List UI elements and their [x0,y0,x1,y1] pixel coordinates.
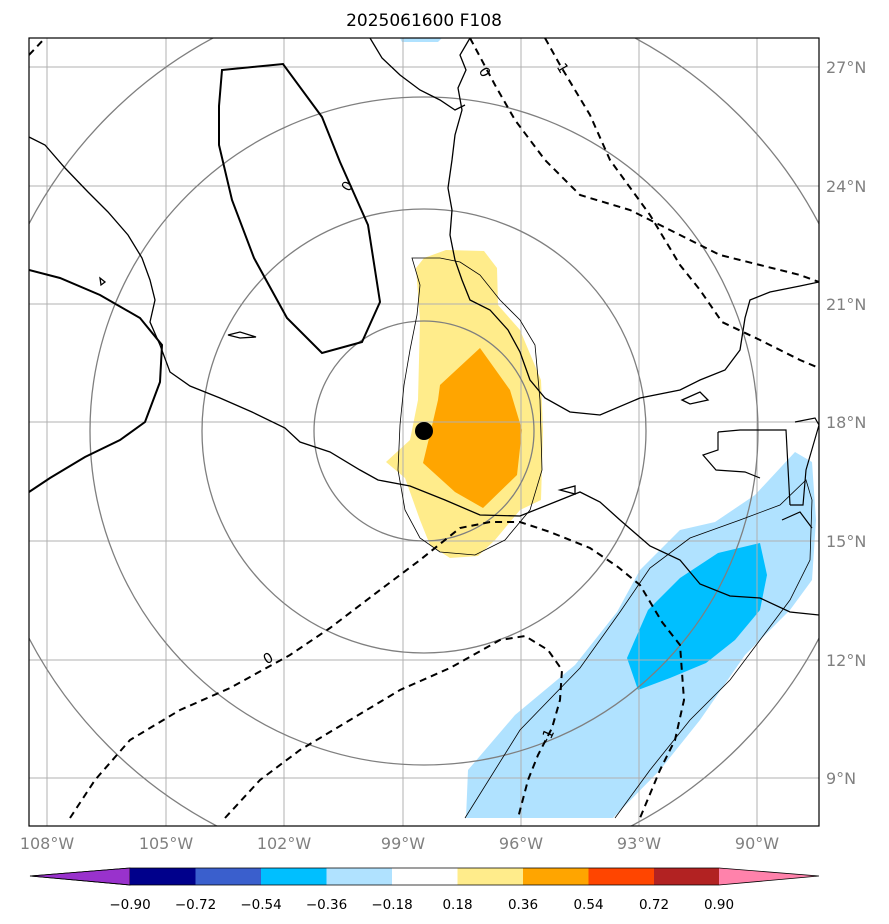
map-title: 2025061600 F108 [346,11,502,31]
thin-contours [397,257,813,819]
colorbar-segment [588,868,654,885]
country-borders [701,417,819,529]
storm-center-marker [415,422,433,440]
colorbar: −0.90 −0.72 −0.54 −0.36 −0.18 0.18 0.36 … [29,867,820,913]
range-rings [29,38,819,826]
colorbar-tick-label: −0.54 [240,897,281,913]
lat-tick-label: 12°N [826,651,866,670]
colorbar-max-extend [719,868,819,885]
colorbar-segment [654,868,719,885]
lon-tick-label: 105°W [139,834,194,853]
lon-tick-label: 96°W [499,834,543,853]
negative-shading-dark [627,543,767,690]
lat-tick-label: 15°N [826,532,866,551]
colorbar-tick-label: 0.54 [573,897,603,913]
map-area: 0 0 0 1 -1 [29,38,819,826]
lat-tick-label: 24°N [826,177,866,196]
dashed-contours [29,38,819,819]
negative-shading-light-top [400,38,442,42]
colorbar-segment [523,868,589,885]
lat-tick-label: 21°N [826,295,866,314]
colorbar-tick-label: −0.90 [109,897,150,913]
map-frame [28,37,820,827]
colorbar-tick-label: −0.36 [306,897,347,913]
lon-tick-label: 93°W [617,834,661,853]
lon-tick-label: 90°W [735,834,779,853]
colorbar-min-extend [29,867,131,886]
colorbar-segment [195,868,261,885]
colorbar-tick-label: 0.72 [639,897,669,913]
colorbar-tick-label: 0.18 [442,897,472,913]
colorbar-segment [457,868,523,885]
coastlines [29,38,819,616]
colorbar-tick-label: 0.36 [508,897,538,913]
colorbar-tick-label: −0.18 [371,897,412,913]
colorbar-tick-label: −0.72 [175,897,216,913]
colorbar-tick-labels: −0.90 −0.72 −0.54 −0.36 −0.18 0.18 0.36 … [109,897,734,913]
colorbar-segment [392,868,458,885]
lat-tick-label: 9°N [826,769,856,788]
colorbar-segment [261,868,327,885]
colorbar-outline [29,867,820,886]
colorbar-segment [130,868,196,885]
lat-tick-labels: 27°N 24°N 21°N 18°N 15°N 12°N 9°N [826,58,866,788]
lat-tick-label: 27°N [826,58,866,77]
contour-label: 1 [553,61,571,77]
colorbar-tick-label: 0.90 [704,897,734,913]
positive-shading-dark [423,348,522,508]
contour-label: 0 [261,650,277,668]
lon-tick-label: 102°W [257,834,312,853]
lon-tick-label: 99°W [381,834,425,853]
lon-tick-label: 108°W [20,834,75,853]
colorbar-segment [326,868,392,885]
lon-tick-labels: 108°W 105°W 102°W 99°W 96°W 93°W 90°W [20,834,779,853]
contour-label: -1 [538,727,558,746]
lat-tick-label: 18°N [826,413,866,432]
solid-contours [218,62,382,355]
